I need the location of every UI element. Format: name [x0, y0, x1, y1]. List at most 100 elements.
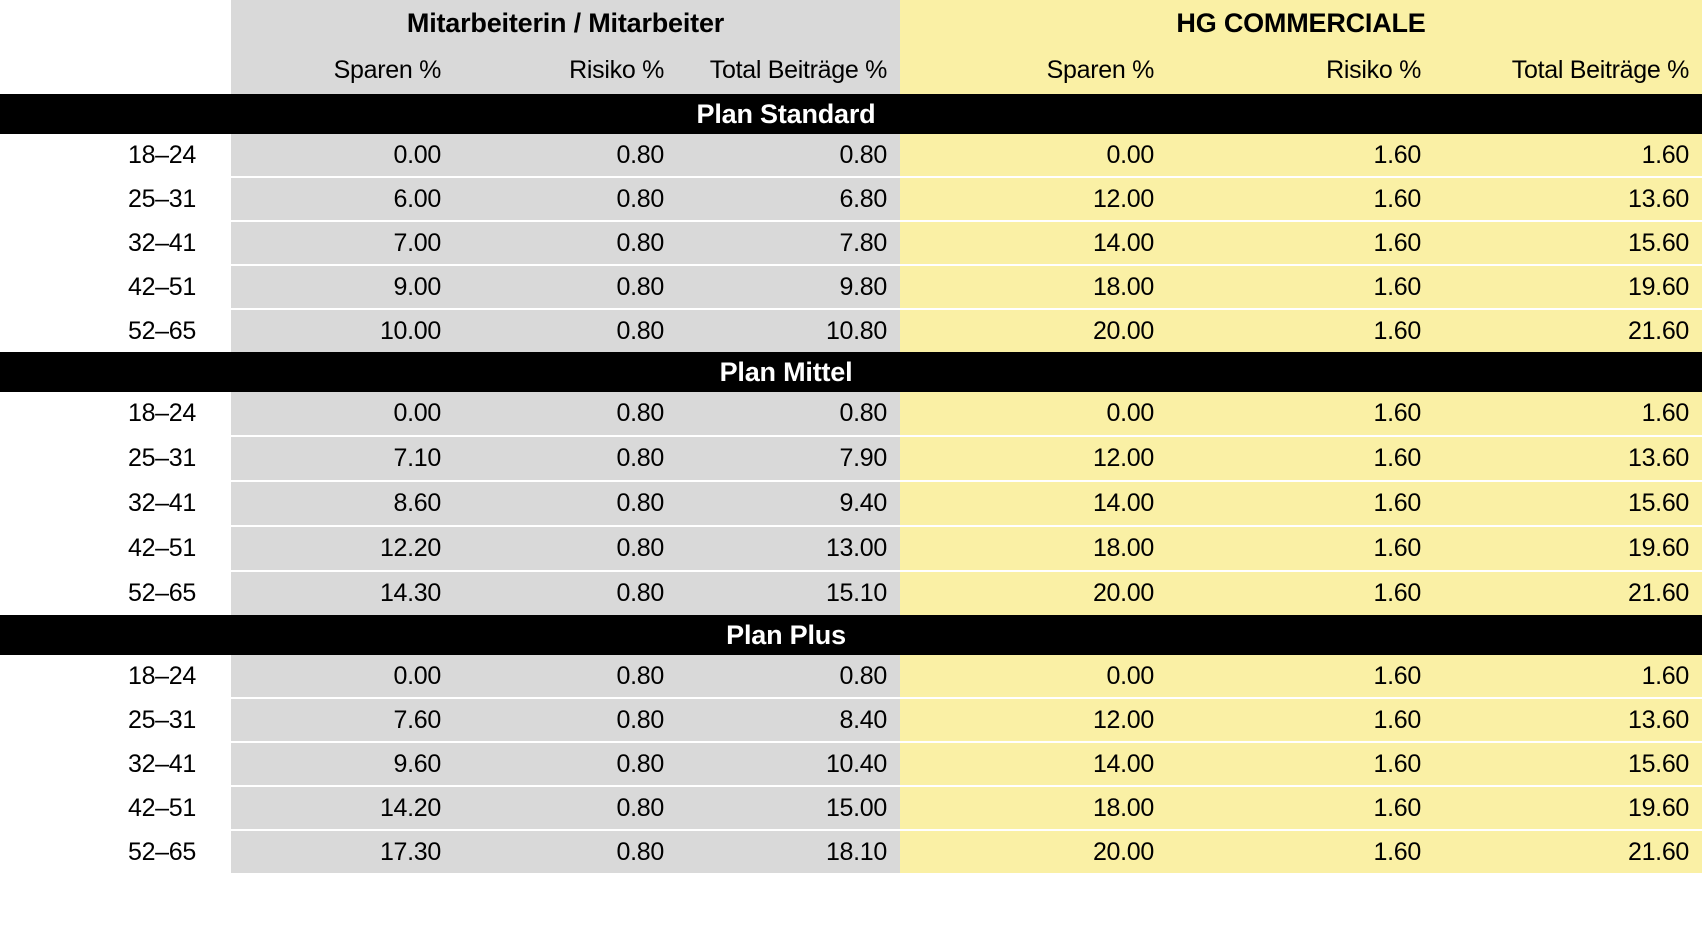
cell-emp-sparen: 10.00	[231, 309, 454, 352]
cell-emp-risiko: 0.80	[454, 786, 677, 831]
cell-hg-total: 1.60	[1434, 392, 1702, 437]
cell-hg-total: 13.60	[1434, 436, 1702, 482]
plan-banner-cell: Plan Mittel	[0, 352, 1702, 392]
column-header-hg-risiko: Risiko %	[1167, 46, 1435, 94]
cell-hg-risiko: 1.60	[1167, 830, 1435, 873]
cell-hg-risiko: 1.60	[1167, 571, 1435, 615]
cell-emp-sparen: 14.20	[231, 786, 454, 831]
contribution-rate-table: Mitarbeiterin / Mitarbeiter HG COMMERCIA…	[0, 0, 1702, 873]
table-row: 52–65 17.30 0.80 18.10 20.00 1.60 21.60	[0, 830, 1702, 873]
cell-hg-risiko: 1.60	[1167, 392, 1435, 437]
cell-emp-sparen: 0.00	[231, 134, 454, 178]
cell-hg-total: 1.60	[1434, 134, 1702, 178]
cell-emp-sparen: 6.00	[231, 177, 454, 222]
plan-section-banner: Plan Standard	[0, 94, 1702, 134]
cell-hg-total: 13.60	[1434, 177, 1702, 222]
table-row: 52–65 10.00 0.80 10.80 20.00 1.60 21.60	[0, 309, 1702, 352]
cell-hg-risiko: 1.60	[1167, 698, 1435, 743]
cell-emp-sparen: 9.00	[231, 265, 454, 310]
cell-age-range: 42–51	[0, 265, 231, 310]
cell-emp-sparen: 17.30	[231, 830, 454, 873]
cell-hg-total: 15.60	[1434, 481, 1702, 527]
plan-section-banner: Plan Plus	[0, 615, 1702, 655]
plan-banner-label: Plan Mittel	[719, 356, 853, 387]
cell-age-range: 25–31	[0, 177, 231, 222]
table-row: 42–51 12.20 0.80 13.00 18.00 1.60 19.60	[0, 526, 1702, 572]
cell-emp-total: 7.90	[677, 436, 901, 482]
table-row: 25–31 7.60 0.80 8.40 12.00 1.60 13.60	[0, 698, 1702, 743]
plan-banner-cell: Plan Plus	[0, 615, 1702, 655]
group-header-company: HG COMMERCIALE	[900, 0, 1702, 46]
cell-hg-risiko: 1.60	[1167, 221, 1435, 266]
cell-hg-sparen: 20.00	[900, 309, 1168, 352]
cell-age-range: 18–24	[0, 134, 231, 178]
cell-emp-total: 9.40	[677, 481, 901, 527]
cell-hg-sparen: 12.00	[900, 436, 1168, 482]
group-header-row: Mitarbeiterin / Mitarbeiter HG COMMERCIA…	[0, 0, 1702, 46]
cell-hg-total: 21.60	[1434, 571, 1702, 615]
cell-emp-total: 13.00	[677, 526, 901, 572]
table-row: 42–51 9.00 0.80 9.80 18.00 1.60 19.60	[0, 265, 1702, 310]
cell-emp-total: 18.10	[677, 830, 901, 873]
cell-emp-total: 0.80	[677, 655, 901, 699]
group-header-employee: Mitarbeiterin / Mitarbeiter	[231, 0, 901, 46]
cell-emp-sparen: 7.00	[231, 221, 454, 266]
cell-emp-sparen: 0.00	[231, 392, 454, 437]
table-row: 32–41 7.00 0.80 7.80 14.00 1.60 15.60	[0, 221, 1702, 266]
column-header-hg-total: Total Beiträge %	[1434, 46, 1702, 94]
cell-hg-risiko: 1.60	[1167, 655, 1435, 699]
plan-banner-label: Plan Plus	[726, 619, 846, 650]
cell-age-range: 25–31	[0, 698, 231, 743]
cell-emp-total: 15.00	[677, 786, 901, 831]
cell-emp-risiko: 0.80	[454, 436, 677, 482]
cell-hg-total: 21.60	[1434, 830, 1702, 873]
cell-hg-risiko: 1.60	[1167, 436, 1435, 482]
plan-banner-label: Plan Standard	[696, 98, 876, 129]
cell-hg-sparen: 0.00	[900, 655, 1168, 699]
cell-hg-total: 21.60	[1434, 309, 1702, 352]
table-row: 32–41 9.60 0.80 10.40 14.00 1.60 15.60	[0, 742, 1702, 787]
cell-emp-sparen: 7.60	[231, 698, 454, 743]
cell-emp-sparen: 7.10	[231, 436, 454, 482]
cell-emp-total: 7.80	[677, 221, 901, 266]
cell-emp-total: 6.80	[677, 177, 901, 222]
cell-hg-total: 19.60	[1434, 526, 1702, 572]
table-body: Plan Standard 18–24 0.00 0.80 0.80 0.00 1.60 1.…	[0, 94, 1702, 873]
cell-emp-sparen: 8.60	[231, 481, 454, 527]
cell-hg-total: 1.60	[1434, 655, 1702, 699]
cell-hg-sparen: 20.00	[900, 830, 1168, 873]
column-header-row: Sparen % Risiko % Total Beiträge % Spare…	[0, 46, 1702, 94]
cell-emp-sparen: 0.00	[231, 655, 454, 699]
cell-hg-sparen: 14.00	[900, 742, 1168, 787]
column-header-emp-total: Total Beiträge %	[677, 46, 901, 94]
cell-emp-risiko: 0.80	[454, 481, 677, 527]
cell-emp-sparen: 14.30	[231, 571, 454, 615]
cell-age-range: 52–65	[0, 571, 231, 615]
cell-age-range: 25–31	[0, 436, 231, 482]
cell-emp-total: 9.80	[677, 265, 901, 310]
table-row: 42–51 14.20 0.80 15.00 18.00 1.60 19.60	[0, 786, 1702, 831]
cell-hg-sparen: 18.00	[900, 786, 1168, 831]
cell-age-range: 52–65	[0, 309, 231, 352]
cell-emp-risiko: 0.80	[454, 526, 677, 572]
plan-section-banner: Plan Mittel	[0, 352, 1702, 392]
cell-hg-risiko: 1.60	[1167, 177, 1435, 222]
table-row: 52–65 14.30 0.80 15.10 20.00 1.60 21.60	[0, 571, 1702, 615]
table-row: 18–24 0.00 0.80 0.80 0.00 1.60 1.60	[0, 134, 1702, 178]
cell-emp-total: 0.80	[677, 134, 901, 178]
cell-hg-sparen: 12.00	[900, 177, 1168, 222]
cell-emp-sparen: 9.60	[231, 742, 454, 787]
cell-hg-sparen: 0.00	[900, 134, 1168, 178]
cell-age-range: 42–51	[0, 526, 231, 572]
cell-emp-risiko: 0.80	[454, 309, 677, 352]
cell-hg-sparen: 14.00	[900, 481, 1168, 527]
table-row: 25–31 7.10 0.80 7.90 12.00 1.60 13.60	[0, 436, 1702, 482]
column-header-hg-sparen: Sparen %	[900, 46, 1168, 94]
cell-age-range: 32–41	[0, 742, 231, 787]
cell-hg-risiko: 1.60	[1167, 309, 1435, 352]
cell-emp-total: 10.80	[677, 309, 901, 352]
corner-cell	[0, 0, 231, 46]
cell-emp-risiko: 0.80	[454, 830, 677, 873]
cell-hg-sparen: 20.00	[900, 571, 1168, 615]
cell-hg-total: 19.60	[1434, 786, 1702, 831]
